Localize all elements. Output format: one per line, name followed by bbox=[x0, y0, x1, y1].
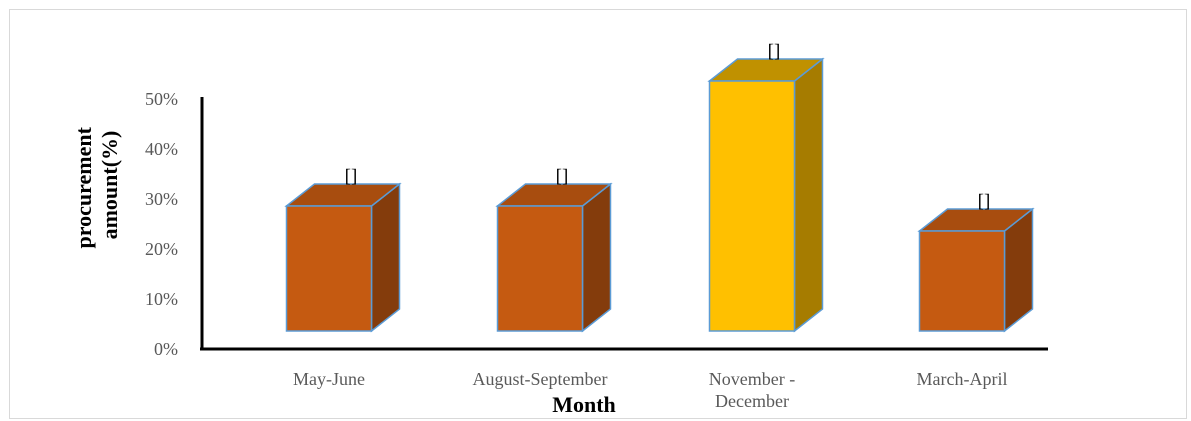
bar bbox=[707, 57, 825, 333]
bar bbox=[495, 182, 613, 333]
bar-front-face bbox=[496, 205, 584, 332]
bar-side-face bbox=[793, 57, 824, 333]
x-category-label: August-September bbox=[473, 369, 608, 389]
x-category-label: March-April bbox=[917, 369, 1008, 389]
y-axis-title-line-1: procurement bbox=[71, 126, 96, 248]
bar-front-face bbox=[285, 205, 373, 332]
data-label: [] bbox=[556, 166, 569, 187]
y-tick-label: 10% bbox=[145, 289, 178, 309]
x-category-labels: May-June August-September November -Decemb… bbox=[293, 369, 1007, 411]
y-tick-label: 0% bbox=[154, 339, 178, 359]
bars-group bbox=[284, 57, 1035, 333]
bar-front-face bbox=[708, 80, 796, 332]
y-tick-label: 20% bbox=[145, 239, 178, 259]
x-category-label-line: August-September bbox=[473, 369, 608, 389]
axes-group bbox=[200, 97, 1048, 351]
x-category-label-line: May-June bbox=[293, 369, 365, 389]
y-axis-title-line-2: amount(%) bbox=[97, 131, 122, 240]
y-tick-labels: 0% 10% 20% 30% 40% 50% bbox=[145, 89, 178, 359]
x-axis-title: Month bbox=[552, 392, 616, 417]
bar-side-face bbox=[370, 182, 401, 333]
bar-front-face bbox=[918, 230, 1006, 332]
y-axis-title: procurement amount(%) bbox=[71, 122, 122, 249]
x-category-label: November -December bbox=[709, 369, 795, 411]
bar-side-face bbox=[581, 182, 612, 333]
data-label: [] bbox=[768, 41, 781, 62]
data-label: [] bbox=[345, 166, 358, 187]
x-category-label-line: March-April bbox=[917, 369, 1008, 389]
x-category-label-line: November - bbox=[709, 369, 795, 389]
x-category-label-line: December bbox=[715, 391, 789, 411]
bar bbox=[917, 207, 1035, 333]
data-label: [] bbox=[978, 191, 991, 212]
y-tick-label: 40% bbox=[145, 139, 178, 159]
y-tick-label: 30% bbox=[145, 189, 178, 209]
x-category-label: May-June bbox=[293, 369, 365, 389]
data-labels: [] [] [] [] bbox=[345, 41, 991, 212]
y-tick-label: 50% bbox=[145, 89, 178, 109]
bar bbox=[284, 182, 402, 333]
